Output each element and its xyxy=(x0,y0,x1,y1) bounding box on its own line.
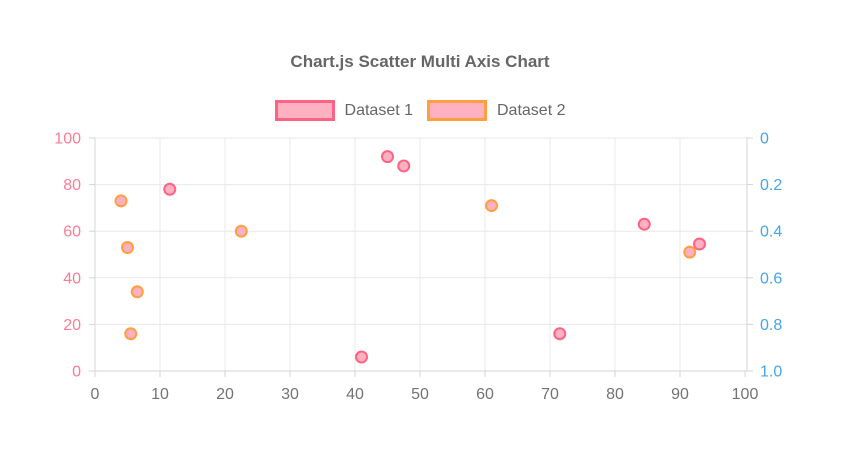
data-point[interactable] xyxy=(381,150,394,164)
data-point[interactable] xyxy=(485,199,498,213)
x-axis-tick-label: 30 xyxy=(281,386,299,403)
data-point[interactable] xyxy=(130,285,144,299)
data-point[interactable] xyxy=(124,327,138,341)
x-axis-tick-label: 20 xyxy=(216,386,234,403)
x-axis-tick-label: 80 xyxy=(606,386,624,403)
data-point[interactable] xyxy=(637,217,651,231)
legend-label: Dataset 1 xyxy=(344,101,413,119)
data-point[interactable] xyxy=(683,245,697,259)
dataset-1-swatch-icon xyxy=(274,100,335,121)
x-axis-tick-label: 50 xyxy=(411,386,429,403)
data-point[interactable] xyxy=(163,182,177,196)
x-axis-tick-label: 10 xyxy=(151,386,169,403)
data-point[interactable] xyxy=(234,224,248,238)
legend-item-dataset-2[interactable]: Dataset 2 xyxy=(427,100,565,121)
data-point[interactable] xyxy=(121,241,134,255)
y-axis-left-tick-label: 40 xyxy=(63,270,81,287)
y-axis-right-tick-label: 0 xyxy=(760,131,769,148)
y-axis-right-tick-label: 0.2 xyxy=(760,177,782,194)
data-point[interactable] xyxy=(397,159,411,173)
data-point[interactable] xyxy=(355,350,368,364)
x-axis-tick-label: 100 xyxy=(732,386,759,403)
dataset-2-swatch-icon xyxy=(427,100,487,121)
y-axis-right-tick-label: 0.4 xyxy=(760,224,782,241)
legend-item-dataset-1[interactable]: Dataset 1 xyxy=(274,100,413,121)
y-axis-left-tick-label: 100 xyxy=(54,131,81,148)
x-axis-tick-label: 60 xyxy=(476,386,494,403)
y-axis-left-tick-label: 80 xyxy=(63,177,81,194)
y-axis-left-tick-label: 20 xyxy=(63,317,81,334)
legend-label: Dataset 2 xyxy=(497,101,566,119)
y-axis-left-tick-label: 0 xyxy=(72,364,81,381)
chart-legend: Dataset 1 Dataset 2 xyxy=(0,100,840,121)
x-axis-tick-label: 40 xyxy=(346,386,364,403)
y-axis-left-tick-label: 60 xyxy=(63,224,81,241)
x-axis-tick-label: 0 xyxy=(91,386,100,403)
chart-title: Chart.js Scatter Multi Axis Chart xyxy=(290,52,550,71)
data-point[interactable] xyxy=(693,237,706,251)
x-axis-tick-label: 90 xyxy=(671,386,689,403)
y-axis-right-tick-label: 1.0 xyxy=(760,364,782,381)
data-point[interactable] xyxy=(114,194,128,208)
data-point[interactable] xyxy=(553,327,567,341)
y-axis-right-tick-label: 0.6 xyxy=(760,270,782,287)
y-axis-right-tick-label: 0.8 xyxy=(760,317,782,334)
x-axis-tick-label: 70 xyxy=(541,386,559,403)
